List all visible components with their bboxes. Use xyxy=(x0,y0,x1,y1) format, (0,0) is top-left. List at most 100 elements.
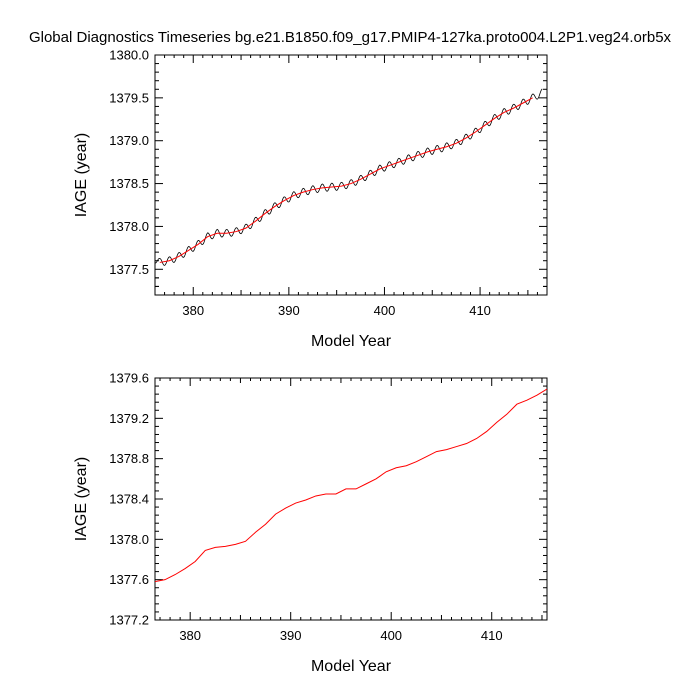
annual-data-point xyxy=(255,532,256,533)
annual-data-point xyxy=(293,195,294,196)
annual-data-point xyxy=(159,262,160,263)
monthly-data-point xyxy=(542,92,543,93)
annual-mean-line xyxy=(159,97,533,263)
annual-data-point xyxy=(195,561,196,562)
x-axis-label: Model Year xyxy=(311,658,392,675)
annual-data-point xyxy=(416,461,417,462)
annual-data-point xyxy=(513,108,514,109)
x-axis-label: Model Year xyxy=(311,333,392,350)
annual-data-point xyxy=(255,221,256,222)
annual-data-point xyxy=(197,244,198,245)
annual-data-point xyxy=(185,568,186,569)
annual-data-point xyxy=(427,151,428,152)
annual-data-point xyxy=(265,524,266,525)
annual-data-point xyxy=(335,493,336,494)
annual-data-point xyxy=(215,547,216,548)
annual-data-point xyxy=(370,174,371,175)
annual-data-point xyxy=(398,162,399,163)
y-tick-label: 1378.0 xyxy=(109,219,149,234)
x-tick-label: 390 xyxy=(278,303,300,318)
y-tick-label: 1378.8 xyxy=(109,451,149,466)
annual-data-point xyxy=(506,414,507,415)
annual-data-point xyxy=(494,118,495,119)
annual-data-point xyxy=(476,438,477,439)
annual-data-point xyxy=(217,233,218,234)
plot-frame xyxy=(154,54,548,296)
annual-data-point xyxy=(345,488,346,489)
x-tick-label: 390 xyxy=(280,628,302,643)
annual-data-point xyxy=(484,125,485,126)
annual-mean-line xyxy=(155,388,547,583)
bottom-timeseries-plot: 380 390 400 410 1377.2 1377.6 1378.0 1378.4 1378… xyxy=(73,371,548,675)
annual-data-point xyxy=(169,260,170,261)
annual-data-point xyxy=(379,168,380,169)
annual-data-point xyxy=(275,514,276,515)
plot-frame xyxy=(154,377,548,621)
y-tick-label: 1380.0 xyxy=(109,48,149,63)
annual-data-point xyxy=(325,493,326,494)
y-tick-label: 1378.4 xyxy=(109,492,149,507)
y-tick-label: 1379.2 xyxy=(109,411,149,426)
annual-data-point xyxy=(503,112,504,113)
y-axis-label: IAGE (year) xyxy=(73,457,90,541)
annual-data-point xyxy=(426,456,427,457)
annual-data-point xyxy=(274,206,275,207)
annual-data-point xyxy=(178,256,179,257)
annual-data-point xyxy=(406,465,407,466)
annual-data-point xyxy=(303,192,304,193)
annual-data-point xyxy=(389,165,390,166)
monthly-series-line xyxy=(155,88,543,266)
y-tick-label: 1378.0 xyxy=(109,532,149,547)
annual-data-point xyxy=(536,395,537,396)
annual-data-point xyxy=(341,186,342,187)
annual-data-point xyxy=(417,155,418,156)
annual-data-point xyxy=(456,446,457,447)
annual-data-point xyxy=(546,388,547,389)
y-tick-label: 1379.5 xyxy=(109,90,149,105)
annual-data-point xyxy=(446,449,447,450)
annual-data-point xyxy=(226,233,227,234)
y-tick-label: 1379.6 xyxy=(109,371,149,386)
annual-data-point xyxy=(331,186,332,187)
y-tick-label: 1379.0 xyxy=(109,133,149,148)
top-timeseries-plot: 380 390 400 410 1377.5 1378.0 1378.5 1379.0 1379… xyxy=(73,48,548,350)
annual-data-point xyxy=(516,404,517,405)
annual-data-point xyxy=(355,488,356,489)
annual-data-point xyxy=(236,231,237,232)
annual-data-point xyxy=(486,431,487,432)
x-tick-label: 410 xyxy=(481,628,503,643)
annual-data-point xyxy=(164,579,165,580)
x-tick-label: 410 xyxy=(469,303,491,318)
annual-data-point xyxy=(264,213,265,214)
annual-data-point xyxy=(496,422,497,423)
annual-data-point xyxy=(466,443,467,444)
annual-data-point xyxy=(154,581,155,582)
annual-data-point xyxy=(360,179,361,180)
annual-data-point xyxy=(285,507,286,508)
annual-data-point xyxy=(245,228,246,229)
x-tick-label: 380 xyxy=(179,628,201,643)
monthly-data-point xyxy=(154,258,155,259)
annual-data-point xyxy=(225,546,226,547)
x-tick-label: 400 xyxy=(374,303,396,318)
annual-data-point xyxy=(396,467,397,468)
annual-data-point xyxy=(532,97,533,98)
annual-data-point xyxy=(350,183,351,184)
y-tick-label: 1377.2 xyxy=(109,613,149,628)
annual-data-point xyxy=(446,146,447,147)
annual-data-point xyxy=(245,541,246,542)
annual-data-point xyxy=(188,250,189,251)
annual-data-point xyxy=(235,544,236,545)
annual-data-point xyxy=(283,200,284,201)
figure-title: Global Diagnostics Timeseries bg.e21.B18… xyxy=(29,29,672,46)
annual-data-point xyxy=(436,149,437,150)
annual-data-point xyxy=(315,495,316,496)
annual-data-point xyxy=(305,499,306,500)
annual-data-point xyxy=(456,143,457,144)
annual-data-point xyxy=(475,132,476,133)
annual-data-point xyxy=(386,471,387,472)
annual-data-point xyxy=(526,400,527,401)
y-tick-label: 1377.5 xyxy=(109,262,149,277)
annual-data-point xyxy=(436,451,437,452)
